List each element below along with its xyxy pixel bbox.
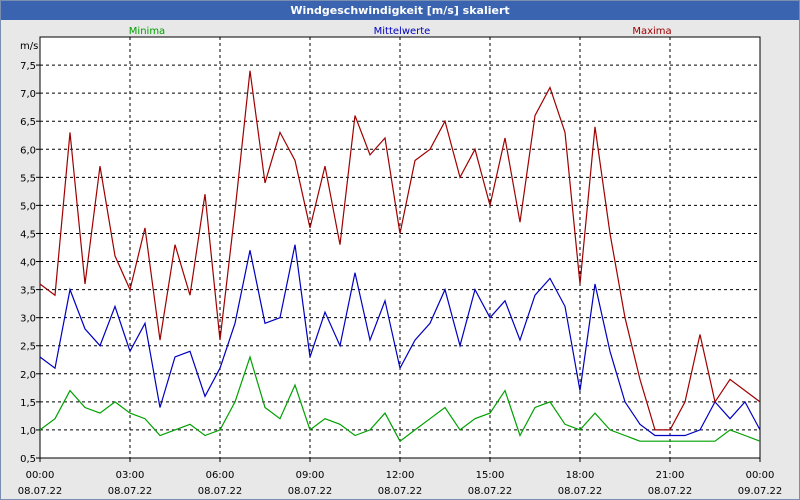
legend-maxima: Maxima <box>632 26 671 37</box>
y-tick-label: 4,5 <box>20 229 36 240</box>
y-tick-label: 6,0 <box>20 145 36 156</box>
y-tick-label: 7,5 <box>20 61 36 72</box>
x-tick-date: 08.07.22 <box>378 486 423 497</box>
x-tick-time: 21:00 <box>656 470 685 481</box>
x-tick-date: 09.07.22 <box>738 486 783 497</box>
series-lines <box>39 70 761 443</box>
x-tick-date: 08.07.22 <box>468 486 513 497</box>
x-tick-time: 00:00 <box>26 470 55 481</box>
x-tick-time: 06:00 <box>206 470 235 481</box>
y-tick-label: 5,5 <box>20 173 36 184</box>
y-tick-label: 4,0 <box>20 258 36 269</box>
x-tick-time: 15:00 <box>476 470 505 481</box>
y-axis: 0,5 1,0 1,5 2,0 2,5 3,0 3,5 4,0 4,5 5,0 5,5 6,0 6,5 7… <box>20 61 40 465</box>
x-tick-time: 18:00 <box>566 470 595 481</box>
x-tick-time: 00:00 <box>746 470 775 481</box>
x-tick-date: 08.07.22 <box>288 486 333 497</box>
series-line-maxima <box>39 70 761 431</box>
x-tick-time: 12:00 <box>386 470 415 481</box>
series-line-mittelwerte <box>39 244 761 437</box>
x-tick-date: 08.07.22 <box>198 486 243 497</box>
y-tick-label: 6,5 <box>20 117 36 128</box>
legend-minima: Minima <box>129 26 165 37</box>
y-tick-label: 3,5 <box>20 286 36 297</box>
y-tick-label: 1,0 <box>20 426 36 437</box>
x-tick-date: 08.07.22 <box>558 486 603 497</box>
x-axis: 00:00 08.07.22 03:00 08.07.22 06:00 08.07.22 0… <box>18 458 783 497</box>
legend-mittelwerte: Mittelwerte <box>374 26 431 37</box>
y-axis-label: m/s <box>20 41 38 52</box>
x-tick-time: 09:00 <box>296 470 325 481</box>
y-tick-label: 2,5 <box>20 342 36 353</box>
y-tick-label: 2,0 <box>20 370 36 381</box>
y-tick-label: 5,0 <box>20 201 36 212</box>
x-tick-time: 03:00 <box>116 470 145 481</box>
y-tick-label: 1,5 <box>20 398 36 409</box>
chart-title: Windgeschwindigkeit [m/s] skaliert <box>1 1 799 20</box>
x-tick-date: 08.07.22 <box>648 486 693 497</box>
y-tick-label: 7,0 <box>20 89 36 100</box>
series-line-minima <box>39 355 761 443</box>
y-tick-label: 3,0 <box>20 314 36 325</box>
x-tick-date: 08.07.22 <box>108 486 153 497</box>
y-tick-label: 0,5 <box>20 454 36 465</box>
x-tick-date: 08.07.22 <box>18 486 63 497</box>
